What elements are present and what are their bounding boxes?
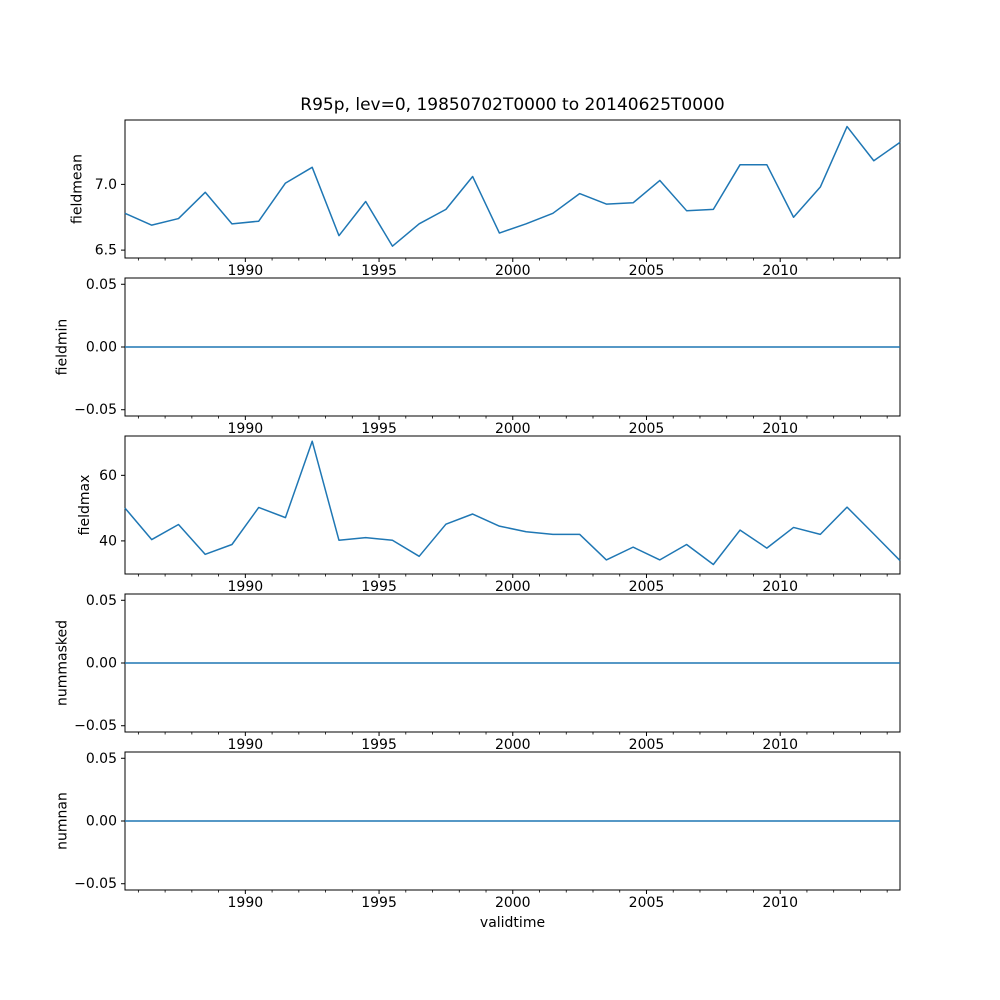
chart-title: R95p, lev=0, 19850702T0000 to 20140625T0…: [300, 95, 725, 115]
x-tick-label: 1990: [228, 895, 264, 911]
fieldmax-axes-box: [124, 435, 901, 575]
x-tick-label: 2010: [762, 737, 798, 753]
subplot-nummasked: 1990 1995 2000 2005 2010 −0.05 0.00 0.05 nummask…: [55, 593, 901, 753]
x-axis-label: validtime: [479, 915, 546, 931]
x-tick-label: 2000: [495, 895, 531, 911]
x-tick-label: 2000: [495, 421, 531, 437]
y-tick-label: 7.0: [95, 177, 117, 193]
y-tick-label: −0.05: [74, 718, 117, 734]
x-tick-label: 2005: [629, 263, 665, 279]
x-tick-label: 2000: [495, 263, 531, 279]
y-tick-label: 6.5: [95, 243, 117, 259]
x-tick-label: 1990: [228, 263, 264, 279]
y-tick-label: −0.05: [74, 402, 117, 418]
x-tick-label: 2005: [629, 895, 665, 911]
fieldmax-line: [124, 440, 901, 566]
fieldmean-axes-box: [124, 119, 901, 259]
y-tick-label: 40: [99, 533, 117, 549]
fieldmean-ylabel: fieldmean: [70, 154, 86, 224]
subplot-fieldmin: 1990 1995 2000 2005 2010 −0.05 0.00 0.05 fieldmi…: [55, 277, 901, 437]
x-tick-label: 2005: [629, 579, 665, 595]
y-tick-label: 0.00: [86, 340, 117, 356]
y-tick-label: 0.00: [86, 814, 117, 830]
x-tick-label: 1990: [228, 579, 264, 595]
x-tick-label: 2010: [762, 263, 798, 279]
x-tick-label: 1990: [228, 421, 264, 437]
x-tick-label: 2010: [762, 579, 798, 595]
y-tick-label: 0.05: [86, 277, 117, 293]
x-tick-label: 2005: [629, 421, 665, 437]
x-tick-label: 2010: [762, 421, 798, 437]
nummasked-ylabel: nummasked: [55, 620, 71, 706]
numnan-ylabel: numnan: [55, 792, 71, 850]
x-tick-label: 2010: [762, 895, 798, 911]
x-tick-label: 1995: [361, 263, 397, 279]
y-tick-label: 60: [99, 468, 117, 484]
x-tick-label: 1995: [361, 421, 397, 437]
x-tick-label: 1995: [361, 579, 397, 595]
x-tick-label: 2005: [629, 737, 665, 753]
fieldmean-line: [124, 125, 901, 247]
fieldmax-ylabel: fieldmax: [77, 475, 93, 536]
subplot-numnan: 1990 1995 2000 2005 2010 −0.05 0.00 0.05 numnan: [55, 751, 901, 911]
y-tick-label: 0.05: [86, 593, 117, 609]
x-tick-label: 1995: [361, 895, 397, 911]
x-tick-label: 2000: [495, 737, 531, 753]
y-tick-label: 0.05: [86, 751, 117, 767]
x-tick-label: 1990: [228, 737, 264, 753]
subplot-fieldmax: 1990 1995 2000 2005 2010 40 60 fieldmax: [77, 435, 901, 595]
x-tick-label: 1995: [361, 737, 397, 753]
y-tick-label: 0.00: [86, 656, 117, 672]
subplot-fieldmean: 1990 1995 2000 2005 2010 6.5 7.0 fieldmean: [70, 119, 901, 279]
y-tick-label: −0.05: [74, 876, 117, 892]
x-tick-label: 2000: [495, 579, 531, 595]
fieldmin-ylabel: fieldmin: [55, 319, 71, 376]
